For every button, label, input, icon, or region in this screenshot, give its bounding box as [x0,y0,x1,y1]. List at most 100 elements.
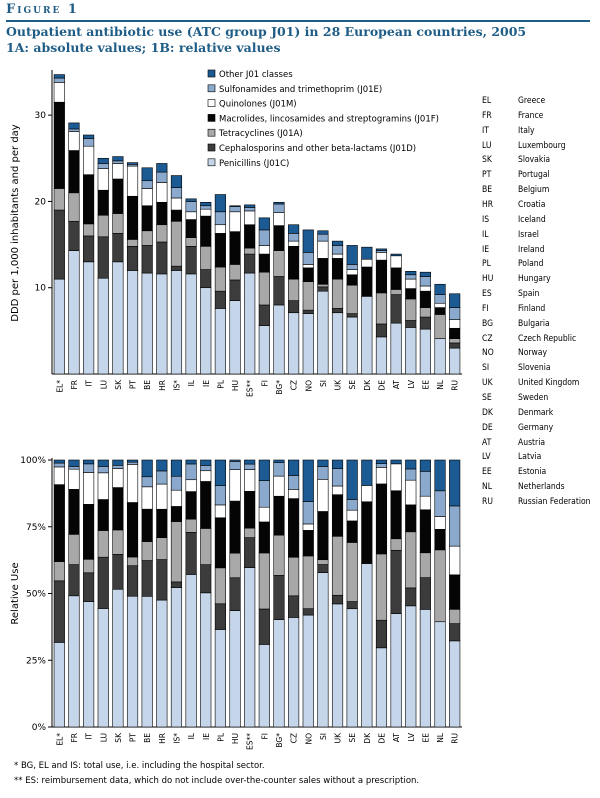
category-label: NL [436,732,445,743]
y-tick-label: 10 [35,284,47,294]
bar-segment [434,459,446,492]
bar-segment [185,459,197,465]
category-label: CZ [290,733,299,743]
bar-segment [83,472,95,505]
bar-segment [405,274,417,280]
bar-segment [170,475,183,491]
bar-segment [229,205,241,207]
bar-segment [244,204,256,208]
bar-segment [83,223,95,237]
bar-segment [273,619,285,728]
country-key-code: IL [482,229,489,240]
category-label: HU [231,733,240,744]
category-label: RU [451,380,460,391]
bar-segment [405,587,417,607]
category-label: LV [407,379,416,388]
bar-segment [375,292,388,325]
bar-segment [273,203,285,213]
bar-segment [200,208,212,217]
bar-segment [214,194,226,213]
bar-segment [346,313,358,318]
bar-segment [141,476,153,488]
country-key-name: Ireland [518,244,545,255]
bar-segment [214,504,226,519]
country-key-row: IT Italy [482,126,535,136]
bar-segment [258,271,270,306]
country-key-code: PT [482,170,492,181]
bar-segment [97,189,109,216]
bar-segment [200,564,212,594]
bar-segment [390,490,402,540]
country-key-row: SI Slovenia [482,363,551,373]
bar-segment [361,563,373,728]
bar-segment [375,553,388,621]
bar-segment [405,468,417,481]
bar-segment [449,338,461,344]
bar-segment [375,467,388,485]
bar-segment [390,289,402,295]
bar-segment [346,608,358,728]
legend-label: Tetracyclines (J01A) [218,129,303,139]
country-key-code: FR [482,110,492,121]
y-tick-label: 20 [35,197,47,207]
category-label: IT [85,380,94,387]
bar-segment [170,220,183,267]
bar-segment [141,486,153,510]
category-label: EL* [55,380,64,393]
bar-segment [200,592,212,728]
country-key-code: SE [482,393,492,403]
bar-segment [405,288,417,300]
bar-segment [375,647,388,728]
category-label: SE [348,733,357,743]
bar-segment [419,285,431,292]
bar-segment [141,188,153,207]
bar-segment [112,156,124,162]
bar-segment [434,283,446,295]
bar-segment [68,459,80,467]
category-label: SI [319,380,328,387]
bar-segment [200,465,212,472]
bar-segment [126,502,139,558]
country-key-code: PL [482,259,491,270]
bar-segment [97,608,109,728]
bar-segment [229,264,241,281]
category-label: DE [377,380,386,391]
bar-segment [361,459,373,486]
bar-segment [390,459,402,465]
bar-segment [112,213,124,234]
bar-segment [141,272,153,375]
bar-segment [214,459,226,486]
country-key-code: CZ [482,333,493,344]
bar-segment [170,187,183,199]
bar-segment [258,245,270,255]
bar-segment [449,319,461,329]
bar-segment [317,233,329,242]
country-key-name: Slovakia [518,155,551,166]
bar-segment [317,290,329,375]
category-label: LV [407,732,416,741]
bar-segment [273,495,285,536]
bar-segment [141,560,153,597]
bar-segment [229,469,241,502]
category-label: FR [70,380,79,390]
country-key-row: NL Netherlands [482,482,565,492]
bar-segment [288,595,300,618]
bar-segment [434,621,446,728]
bar-segment [302,309,314,314]
bar-segment [214,567,226,605]
bar-segment [126,461,139,465]
bar-segment [375,459,388,464]
country-key-name: Hungary [518,274,551,285]
bar-segment [68,122,80,130]
category-label: NO [304,380,313,392]
bar-segment [126,464,139,503]
bar-segment [244,272,256,375]
bar-segment [200,287,212,375]
bar-segment [258,506,270,523]
legend-label: Other J01 classes [219,70,293,80]
bar-segment [244,253,256,274]
bar-segment [112,553,124,590]
title-rule [6,20,590,22]
bar-segment [97,556,109,609]
